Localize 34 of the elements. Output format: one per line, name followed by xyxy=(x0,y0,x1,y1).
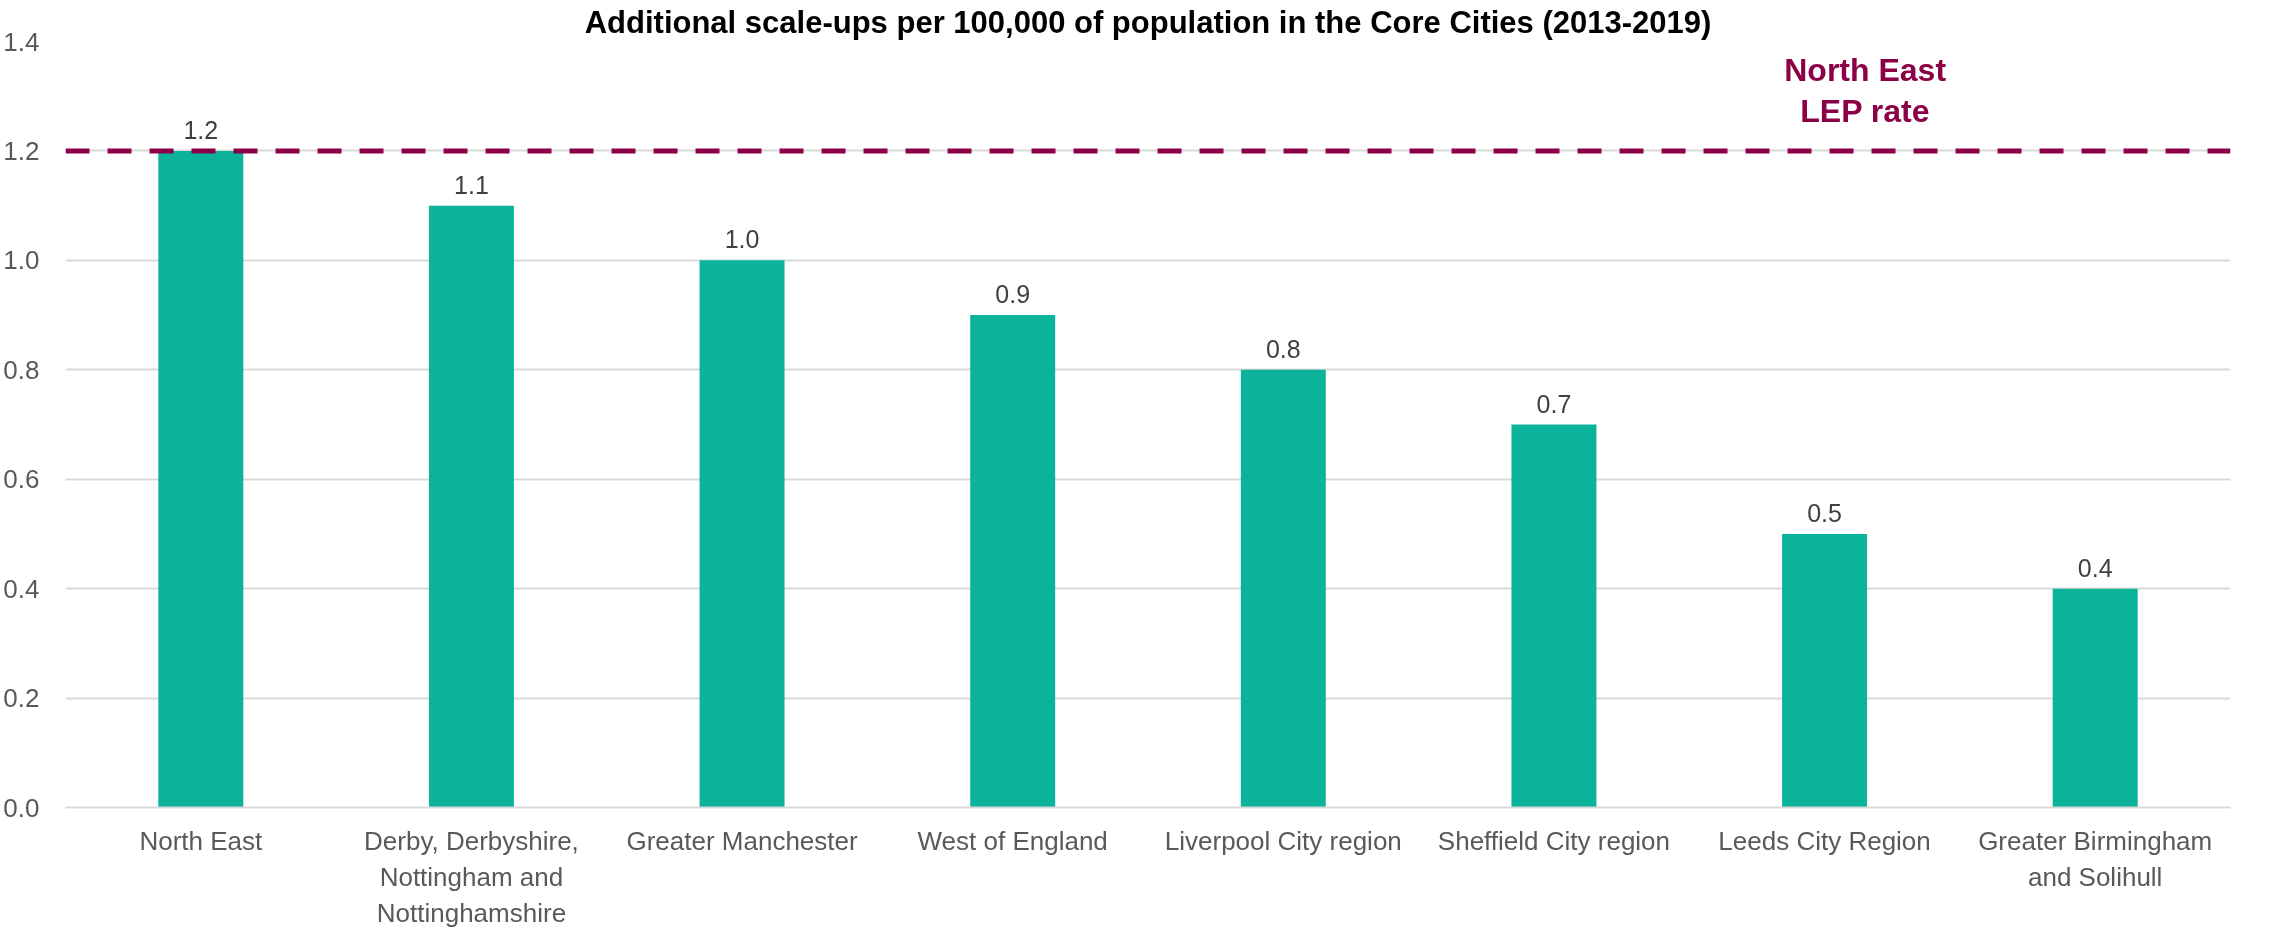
y-tick-label: 1.4 xyxy=(3,26,40,57)
y-tick-label: 0.0 xyxy=(3,792,40,823)
y-tick-label: 0.4 xyxy=(3,573,40,604)
bar xyxy=(428,205,514,808)
data-label: 0.4 xyxy=(2077,553,2113,582)
bar xyxy=(158,150,244,808)
bar xyxy=(2052,588,2138,808)
bar xyxy=(1240,369,1326,808)
x-tick-label: West of England xyxy=(917,825,1108,856)
y-tick-label: 0.8 xyxy=(3,354,40,385)
y-tick-label: 0.2 xyxy=(3,683,40,714)
y-tick-label: 1.2 xyxy=(3,135,40,166)
bar xyxy=(1782,533,1868,808)
bar xyxy=(1511,424,1597,808)
data-label: 0.5 xyxy=(1807,498,1842,527)
data-label: 1.2 xyxy=(183,115,219,144)
data-label: 0.7 xyxy=(1536,389,1572,418)
x-tick-label: Derby, Derbyshire, Nottingham and Nottinghamshire xyxy=(364,825,579,928)
ref-line-label: North East LEP rate xyxy=(1784,51,1947,129)
x-tick-label: Leeds City Region xyxy=(1718,825,1931,856)
bar xyxy=(970,315,1056,808)
data-label: 1.0 xyxy=(724,225,760,254)
x-tick-label: Greater Manchester xyxy=(626,825,859,856)
x-tick-label: Liverpool City region xyxy=(1164,825,1402,856)
x-tick-label: Greater Birmingham and Solihull xyxy=(1978,825,2213,892)
bar xyxy=(699,260,785,808)
data-label: 0.9 xyxy=(995,280,1031,309)
x-tick-label: Sheffield City region xyxy=(1437,825,1671,856)
y-tick-label: 0.6 xyxy=(3,464,40,495)
y-tick-label: 1.0 xyxy=(3,245,40,276)
data-label: 1.1 xyxy=(454,170,489,199)
x-tick-label: North East xyxy=(139,825,263,856)
data-label: 0.8 xyxy=(1265,334,1301,363)
chart-title: Additional scale-ups per 100,000 of population in the Core Cities (2013-2019) xyxy=(584,4,1712,40)
